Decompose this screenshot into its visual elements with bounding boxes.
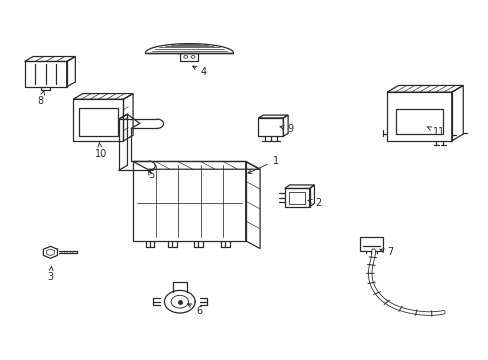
Text: 1: 1 (247, 156, 278, 173)
Text: 7: 7 (379, 247, 393, 257)
Text: 9: 9 (280, 124, 292, 134)
Text: 11: 11 (426, 127, 444, 138)
Text: 5: 5 (148, 170, 154, 180)
Text: 3: 3 (47, 266, 53, 282)
Text: 2: 2 (307, 198, 321, 208)
Text: 6: 6 (187, 304, 202, 315)
Text: 8: 8 (38, 90, 44, 105)
Text: 10: 10 (94, 143, 107, 158)
Text: 4: 4 (192, 66, 206, 77)
